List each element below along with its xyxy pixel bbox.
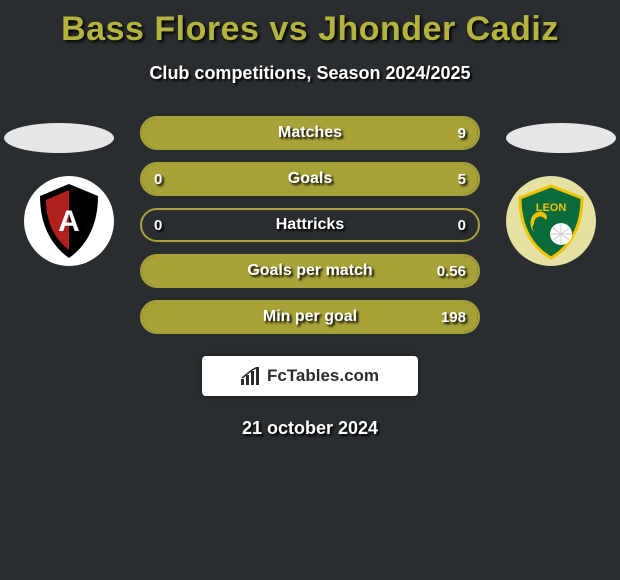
brand-badge-text: FcTables.com — [267, 366, 379, 386]
atlas-shield-icon: A — [24, 176, 114, 266]
stat-right-value: 9 — [458, 125, 466, 142]
stat-row-goals-per-match: Goals per match 0.56 — [140, 254, 480, 288]
stat-label: Goals — [288, 170, 332, 188]
stat-right-value: 0.56 — [437, 263, 466, 280]
stat-left-value: 0 — [154, 171, 162, 188]
stat-right-value: 5 — [458, 171, 466, 188]
stat-right-value: 0 — [458, 217, 466, 234]
stat-label: Matches — [278, 124, 342, 142]
stat-row-matches: Matches 9 — [140, 116, 480, 150]
stat-label: Hattricks — [276, 216, 344, 234]
stat-row-hattricks: 0 Hattricks 0 — [140, 208, 480, 242]
leon-shield-icon: LEON — [506, 176, 596, 266]
player-comparison-card: Bass Flores vs Jhonder Cadiz Club compet… — [0, 0, 620, 580]
stat-row-min-per-goal: Min per goal 198 — [140, 300, 480, 334]
svg-text:A: A — [58, 205, 80, 238]
stat-label: Min per goal — [263, 308, 357, 326]
right-player-oval — [506, 123, 616, 153]
chart-icon — [241, 367, 263, 385]
left-player-oval — [4, 123, 114, 153]
stat-row-goals: 0 Goals 5 — [140, 162, 480, 196]
left-club-logo: A — [24, 176, 114, 266]
stat-right-value: 198 — [441, 309, 466, 326]
brand-badge[interactable]: FcTables.com — [202, 356, 418, 396]
stat-left-value: 0 — [154, 217, 162, 234]
stat-label: Goals per match — [247, 262, 372, 280]
page-title: Bass Flores vs Jhonder Cadiz — [0, 0, 620, 49]
subtitle: Club competitions, Season 2024/2025 — [0, 63, 620, 84]
date-text: 21 october 2024 — [0, 418, 620, 439]
right-club-logo: LEON — [506, 176, 596, 266]
